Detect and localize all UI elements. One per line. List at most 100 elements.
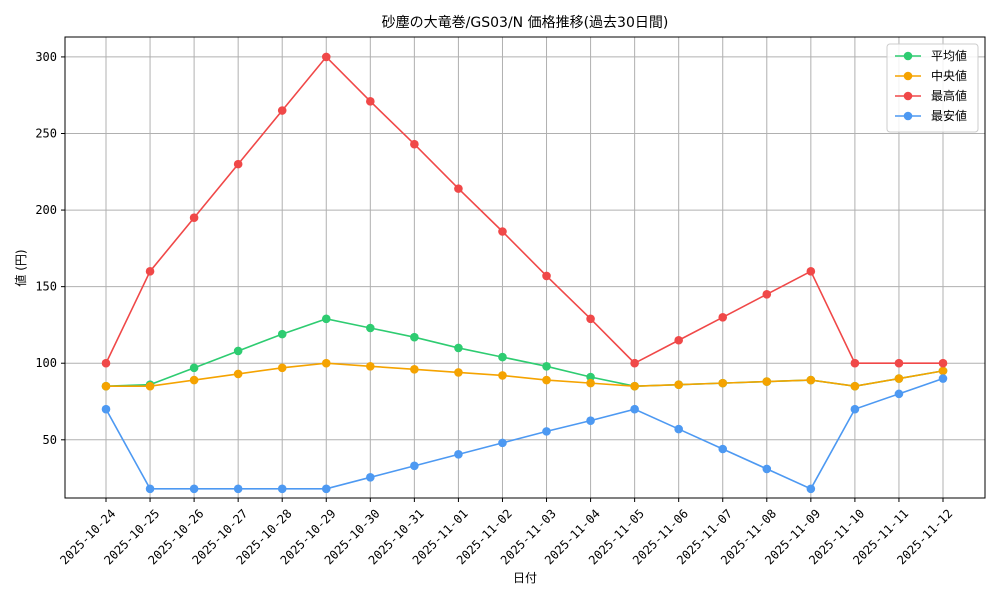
data-point — [850, 358, 860, 368]
data-point — [101, 404, 111, 414]
data-point — [277, 106, 287, 115]
data-point — [586, 378, 595, 388]
y-tick-label: 250 — [35, 126, 57, 140]
data-point — [498, 227, 507, 236]
data-point — [410, 332, 419, 342]
data-point — [189, 375, 199, 385]
data-point — [850, 381, 860, 391]
series-2 — [101, 358, 948, 391]
y-tick-label: 300 — [35, 50, 57, 64]
y-tick-label: 150 — [35, 280, 57, 294]
data-point — [277, 363, 287, 373]
data-point — [145, 484, 155, 494]
data-point — [806, 267, 816, 276]
legend-frame — [886, 43, 979, 133]
data-point — [806, 375, 816, 385]
data-point — [321, 484, 331, 494]
data-point — [674, 380, 683, 389]
series-layer — [101, 52, 948, 494]
chart-title: 砂塵の大竜巻/GS03/N 価格推移(過去30日間) — [382, 14, 669, 31]
series-3 — [101, 52, 948, 368]
data-point — [233, 369, 243, 379]
data-point — [806, 484, 816, 494]
data-point — [366, 473, 375, 482]
series-line — [105, 377, 944, 490]
data-point — [718, 312, 728, 322]
y-tick-label: 100 — [35, 356, 57, 370]
data-point — [189, 213, 199, 223]
data-point — [542, 375, 551, 385]
data-point — [586, 314, 595, 324]
data-point — [498, 352, 507, 362]
plot-area-frame — [64, 36, 986, 499]
data-point — [366, 97, 375, 106]
data-point — [894, 358, 904, 368]
legend-entry: 最安値 — [895, 108, 967, 123]
data-point — [498, 371, 507, 380]
data-point — [630, 404, 639, 414]
data-point — [674, 424, 683, 434]
data-point — [938, 358, 948, 368]
data-point — [762, 290, 772, 299]
y-tick-label: 200 — [35, 203, 57, 217]
data-point — [233, 346, 243, 356]
data-point — [145, 267, 155, 276]
series-line — [105, 317, 944, 388]
data-point — [630, 381, 639, 391]
data-point — [586, 416, 595, 425]
x-axis: 2025-10-242025-10-252025-10-262025-10-27… — [57, 498, 955, 567]
data-point — [938, 366, 948, 376]
series-line — [106, 362, 944, 388]
data-point — [321, 314, 331, 324]
data-point — [145, 381, 155, 391]
series-4 — [101, 374, 948, 494]
data-point — [101, 358, 111, 368]
data-point — [321, 358, 331, 368]
data-point — [277, 484, 287, 494]
x-axis-title: 日付 — [513, 571, 537, 585]
data-point — [366, 361, 375, 371]
data-point — [454, 450, 463, 459]
series-1 — [101, 314, 948, 391]
data-point — [233, 159, 243, 169]
legend-entry: 中央値 — [895, 68, 967, 83]
data-point — [542, 427, 551, 436]
legend-label: 平均値 — [931, 48, 967, 63]
data-point — [410, 365, 419, 374]
grid-lines — [65, 37, 985, 498]
data-point — [454, 343, 463, 353]
data-point — [498, 438, 507, 448]
data-point — [718, 444, 728, 454]
data-point — [454, 368, 463, 377]
data-point — [410, 461, 419, 471]
data-point — [189, 484, 199, 494]
data-point — [542, 271, 551, 281]
y-tick-label: 50 — [43, 433, 57, 447]
data-point — [938, 374, 948, 383]
data-point — [101, 381, 111, 391]
data-point — [410, 139, 419, 149]
data-point — [718, 378, 728, 388]
legend-marker — [903, 91, 913, 101]
legend-marker — [903, 71, 913, 81]
legend-label: 最安値 — [931, 108, 967, 123]
data-point — [233, 484, 243, 494]
data-point — [850, 404, 860, 414]
series-line — [105, 55, 943, 365]
data-point — [454, 184, 463, 193]
data-point — [277, 329, 287, 339]
data-point — [762, 377, 772, 386]
data-point — [674, 335, 683, 345]
data-point — [366, 323, 375, 333]
data-point — [542, 361, 551, 371]
data-point — [321, 52, 331, 62]
legend-label: 中央値 — [931, 68, 967, 83]
legend-marker — [903, 51, 913, 61]
legend-entry: 平均値 — [895, 48, 967, 63]
data-point — [762, 464, 772, 474]
data-point — [894, 374, 904, 383]
legend-entry: 最高値 — [895, 88, 967, 103]
data-point — [894, 389, 904, 399]
